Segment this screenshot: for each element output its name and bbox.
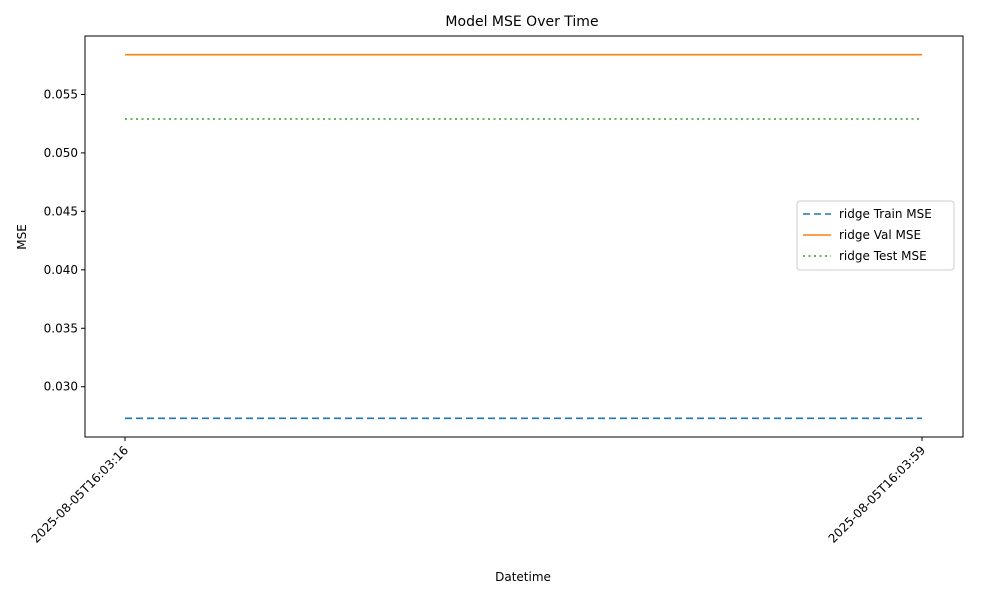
- legend-label-2: ridge Test MSE: [839, 249, 927, 263]
- legend-frame: [796, 200, 955, 271]
- series-layer: [125, 53, 922, 420]
- chart-title: Model MSE Over Time: [445, 14, 598, 30]
- legend-label-1: ridge Val MSE: [839, 228, 921, 242]
- x-axis-title: Datetime: [495, 570, 551, 584]
- y-axis: 0.030 0.035 0.040 0.045 0.050 0.055: [44, 87, 85, 394]
- y-axis-title: MSE: [15, 224, 29, 250]
- y-tick-label: 0.050: [44, 146, 78, 160]
- y-tick-label: 0.030: [44, 380, 78, 394]
- y-tick-label: 0.040: [44, 263, 78, 277]
- x-axis: 2025-08-05T16:03:16 2025-08-05T16:03:59: [29, 437, 929, 546]
- y-tick-label: 0.055: [44, 87, 78, 101]
- legend-label-0: ridge Train MSE: [839, 207, 932, 221]
- plot-area-frame: [84, 35, 964, 438]
- x-tick-label: 2025-08-05T16:03:16: [29, 443, 132, 546]
- y-tick-label: 0.035: [44, 321, 78, 335]
- y-tick-label: 0.045: [44, 204, 78, 218]
- x-tick-label: 2025-08-05T16:03:59: [826, 443, 929, 546]
- legend: ridge Train MSE ridge Val MSE ridge Test M…: [796, 200, 955, 271]
